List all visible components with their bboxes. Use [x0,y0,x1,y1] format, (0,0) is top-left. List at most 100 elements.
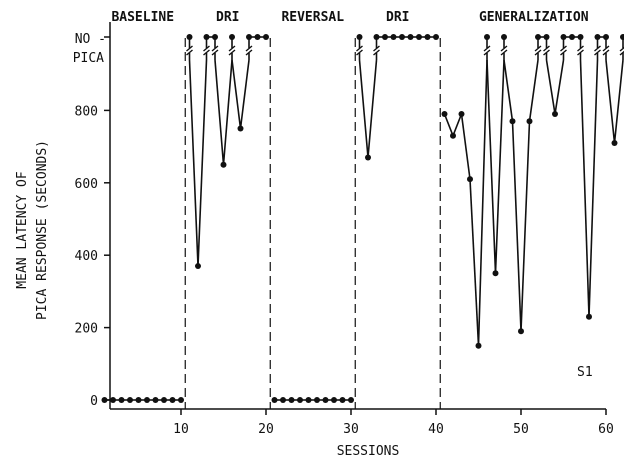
data-line-segment [469,179,480,346]
data-point [611,139,618,146]
data-point [586,313,592,320]
subject-label: S1 [577,365,593,380]
data-point [297,397,303,403]
data-line-segment [520,121,531,332]
data-line-segment [605,59,616,144]
data-line-segment [554,59,565,115]
data-line-segment [358,59,369,158]
data-point [484,34,490,40]
x-tick-label: 10 [173,422,189,437]
data-line-segment [197,59,208,267]
data-point [135,397,142,403]
data-point [288,397,295,403]
y-tick-label: 600 [75,177,98,192]
x-tick-label: 50 [513,422,529,437]
break-mark [602,45,610,56]
y-axis-title-line-1: MEAN LATENCY OF [15,171,30,289]
data-point [373,34,380,40]
no-pica-label-line-2: PICA [73,51,104,66]
data-point [322,397,329,403]
data-point [458,111,465,118]
data-point [127,397,133,403]
phase-label: DRI [216,10,239,25]
data-point [526,118,533,125]
data-point [186,34,193,40]
break-mark [577,45,584,56]
data-line-segment [452,113,463,137]
break-mark [560,45,567,56]
data-point [382,34,388,40]
data-point [203,34,210,40]
data-point [441,111,448,118]
data-point [501,34,507,40]
data-point [603,34,609,40]
data-line-segment [511,121,522,332]
x-tick-label: 30 [343,422,359,437]
phase-label: BASELINE [111,10,174,25]
data-point [620,34,624,40]
data-point [229,34,235,40]
data-line-segment [579,59,590,317]
data-line-segment [477,59,488,346]
y-tick-label: 0 [90,394,98,409]
data-point [339,397,346,403]
data-line-segment [460,113,471,180]
data-point [399,34,405,40]
data-line-segment [613,59,624,144]
break-mark [534,45,542,56]
data-point [305,397,312,403]
axis-break-marks [186,37,624,60]
data-line-segment [239,59,250,129]
no-pica-label-line-1: NO - [75,32,106,47]
break-mark [500,45,508,56]
break-mark [245,45,253,56]
data-line-segment [214,59,225,165]
data-line-segment [588,59,599,317]
data-point [433,34,439,40]
data-line-segment [494,59,505,274]
data-line-segment [503,59,514,122]
data-point [237,125,244,132]
phase-label: GENERALIZATION [479,10,589,25]
data-point [560,34,567,40]
data-point [314,397,320,403]
break-mark [203,45,210,56]
data-point [535,34,541,40]
break-mark [356,45,363,56]
data-line-segment [528,59,539,122]
x-tick-label: 60 [598,422,614,437]
break-mark [594,45,601,56]
data-point [552,111,558,118]
data-point [280,397,286,403]
data-point [407,34,414,40]
break-mark [483,45,491,56]
data-point [390,34,397,40]
break-mark [619,46,624,56]
data-line-segment [367,59,378,158]
data-point [577,34,584,40]
data-point [450,132,456,139]
break-mark [186,45,193,56]
data-point [424,34,431,40]
break-mark [373,45,380,56]
data-point [212,34,218,40]
phase-labels: BASELINE DRI REVERSAL DRI GENERALIZATION [111,10,588,25]
axis-ticks: 0 200 400 600 800 10 20 30 40 50 60 [75,36,614,437]
y-tick-label: 400 [75,249,98,264]
phase-label: DRI [386,10,409,25]
data-point [246,34,252,40]
data-point [118,397,125,403]
data-point [263,34,269,40]
data-point [101,397,108,403]
data-points [101,34,624,403]
data-point [467,176,473,183]
break-mark [228,45,236,56]
data-point [254,34,261,40]
data-line-segment [222,59,233,165]
data-point [169,397,176,403]
data-line-segment [486,59,497,274]
data-point [594,34,601,40]
data-point [271,397,278,403]
data-point [178,397,184,403]
